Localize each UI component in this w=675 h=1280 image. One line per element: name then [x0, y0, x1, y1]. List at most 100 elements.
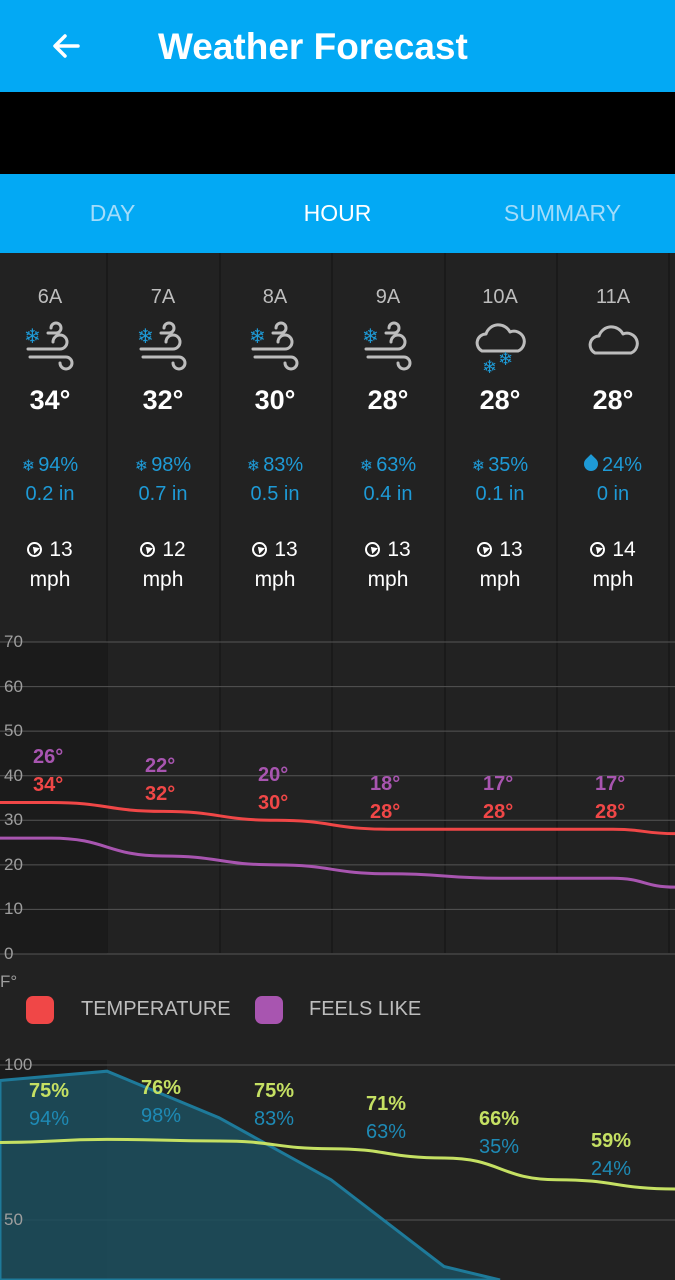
hour-column[interactable]: 8A ❄ 30° ❄ 83% 0.5 in 13 mph [219, 253, 331, 625]
precip-amount: 0.4 in [363, 483, 413, 505]
temperature-swatch [26, 996, 54, 1024]
wind-direction-icon [252, 542, 268, 557]
temp-y-tick: 20 [4, 854, 23, 874]
hour-column[interactable]: 6A ❄ 34° ❄ 94% 0.2 in 13 mph [0, 253, 106, 625]
temp-y-tick: 60 [4, 676, 23, 696]
snow-wind-icon: ❄ [358, 321, 418, 375]
feels-like-data-label: 22° [145, 755, 176, 778]
hour-column[interactable]: 7A ❄ 32° ❄ 98% 0.7 in 12 mph [107, 253, 219, 625]
wind-info: 13 mph [219, 535, 331, 595]
svg-text:❄: ❄ [362, 324, 379, 348]
precip-info: ❄ 83% 0.5 in [219, 451, 331, 509]
precip-chance: 63% [376, 454, 417, 476]
snow-wind-icon: ❄ [245, 321, 305, 375]
precip-chance: 94% [38, 454, 79, 476]
precip-area [0, 1069, 501, 1280]
hour-column[interactable]: 11A 28° 24% 0 in 14 mph [557, 253, 669, 625]
hour-column[interactable]: 10A ❄ ❄ 28° ❄ 35% 0.1 in 13 mph [444, 253, 556, 625]
wind-direction-icon [590, 542, 606, 557]
arrow-left-icon[interactable] [44, 24, 88, 68]
feels-like-data-label: 18° [370, 773, 401, 796]
hour-temperature: 32° [142, 385, 184, 415]
temp-y-tick: 0 [4, 944, 14, 963]
temp-unit-label: F° [0, 972, 18, 991]
wind-speed: 13 [274, 538, 298, 561]
precip-amount: 0.2 in [25, 483, 75, 505]
wind-speed: 13 [49, 538, 73, 561]
wind-unit: mph [29, 568, 71, 591]
precip-info: ❄ 35% 0.1 in [444, 451, 556, 509]
wind-direction-icon [140, 542, 156, 557]
svg-text:❄: ❄ [137, 324, 154, 348]
page-title: Weather Forecast [158, 26, 468, 67]
wind-info: 14 mph [557, 535, 669, 595]
precip-chance: 98% [151, 454, 192, 476]
precip-chance-data-label: 35% [479, 1136, 520, 1158]
precip-info: ❄ 63% 0.4 in [332, 451, 444, 509]
hour-temperature: 34° [29, 385, 71, 415]
app-bar: Weather Forecast [0, 0, 675, 92]
hourly-forecast: 6A ❄ 34° ❄ 94% 0.2 in 13 mph 7A ❄ 32° ❄ 98% 0.7 in 12 m… [0, 253, 675, 625]
tab-summary[interactable]: SUMMARY [503, 200, 622, 226]
precip-info: ❄ 98% 0.7 in [107, 451, 219, 509]
feels-like-swatch [255, 996, 283, 1024]
wind-unit: mph [142, 568, 184, 591]
wind-direction-icon [477, 542, 493, 557]
temperature-legend-label: TEMPERATURE [81, 998, 231, 1020]
temp-legend: TEMPERATURE FEELS LIKE [0, 990, 675, 1034]
temperature-data-label: 32° [145, 783, 176, 806]
wind-unit: mph [254, 568, 296, 591]
humidity-y-tick: 50 [4, 1210, 23, 1229]
precip-chance-data-label: 83% [254, 1108, 295, 1130]
snow-wind-icon: ❄ [20, 321, 80, 375]
cloud-icon [583, 321, 643, 375]
precip-chance-data-label: 98% [141, 1105, 182, 1127]
hour-label: 8A [262, 286, 288, 308]
temperature-data-label: 30° [258, 792, 289, 815]
hour-temperature: 30° [254, 385, 296, 415]
temperature-data-label: 28° [595, 801, 626, 824]
wind-direction-icon [27, 542, 43, 557]
precip-amount: 0.7 in [138, 483, 188, 505]
humidity-data-label: 76% [141, 1077, 182, 1099]
humidity-line [0, 1137, 675, 1191]
precip-chance-data-label: 94% [29, 1108, 70, 1130]
column-divider [556, 253, 558, 953]
wind-speed: 13 [499, 538, 523, 561]
hour-column[interactable]: 9A ❄ 28° ❄ 63% 0.4 in 13 mph [332, 253, 444, 625]
humidity-data-label: 71% [366, 1093, 407, 1115]
tab-bar: DAY HOUR SUMMARY [0, 174, 675, 253]
wind-speed: 14 [612, 538, 636, 561]
feels-like-legend-label: FEELS LIKE [309, 998, 422, 1020]
hour-label: 7A [150, 286, 176, 308]
wind-info: 13 mph [332, 535, 444, 595]
cloud-snow-icon: ❄ ❄ [470, 321, 530, 378]
tab-day[interactable]: DAY [89, 200, 136, 226]
svg-text:❄: ❄ [24, 324, 41, 348]
precip-amount: 0.1 in [475, 483, 525, 505]
precip-chance: 35% [488, 454, 529, 476]
feels-like-data-label: 26° [33, 746, 64, 769]
temperature-data-label: 28° [370, 801, 401, 824]
wind-speed: 12 [162, 538, 186, 561]
precip-chance: 83% [263, 454, 304, 476]
wind-direction-icon [365, 542, 381, 557]
snowflake-icon: ❄ [246, 456, 261, 475]
temperature-data-label: 28° [483, 801, 514, 824]
tab-hour[interactable]: HOUR [303, 200, 372, 226]
temp-y-tick: 40 [4, 765, 23, 785]
snowflake-icon: ❄ [134, 456, 149, 475]
hour-temperature: 28° [479, 385, 521, 415]
column-divider [668, 253, 670, 953]
precip-chance: 24% [601, 454, 643, 476]
snowflake-icon: ❄ [359, 456, 374, 475]
humidity-y-tick: 100 [4, 1055, 33, 1074]
wind-info: 12 mph [107, 535, 219, 595]
feels-like-data-label: 20° [258, 764, 289, 787]
wind-speed: 13 [387, 538, 411, 561]
wind-unit: mph [479, 568, 521, 591]
svg-text:❄: ❄ [249, 324, 266, 348]
column-divider [331, 253, 333, 953]
wind-info: 13 mph [444, 535, 556, 595]
wind-unit: mph [367, 568, 409, 591]
